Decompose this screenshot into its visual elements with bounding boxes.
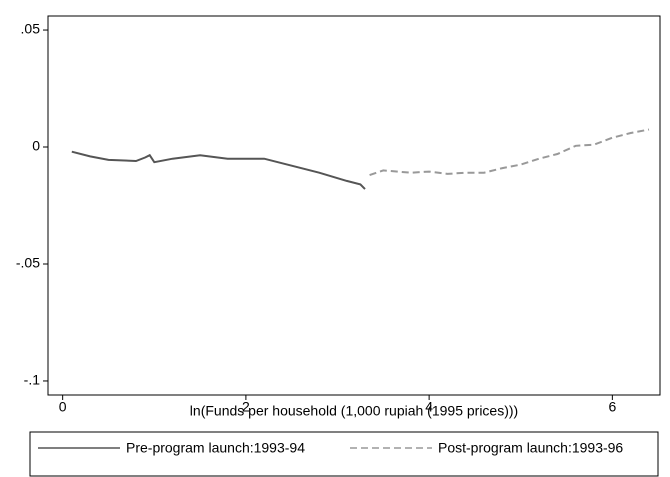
y-tick-label: 0 (32, 138, 40, 154)
y-tick-label: -.1 (24, 372, 41, 388)
plot-frame (47, 15, 661, 396)
x-tick-label: 6 (608, 399, 616, 415)
line (71, 150, 366, 190)
legend-label: Post-program launch:1993-96 (438, 440, 623, 456)
legend-box (29, 431, 659, 477)
x-tick-label: 4 (425, 399, 433, 415)
y-tick-label: -.05 (16, 255, 40, 271)
y-tick-label: .05 (21, 21, 41, 37)
legend-label: Pre-program launch:1993-94 (126, 440, 305, 456)
x-tick-label: 0 (59, 399, 67, 415)
x-axis-label: ln(Funds per household (1,000 rupiah (19… (190, 403, 518, 419)
x-tick-label: 2 (242, 399, 250, 415)
line (369, 128, 650, 177)
